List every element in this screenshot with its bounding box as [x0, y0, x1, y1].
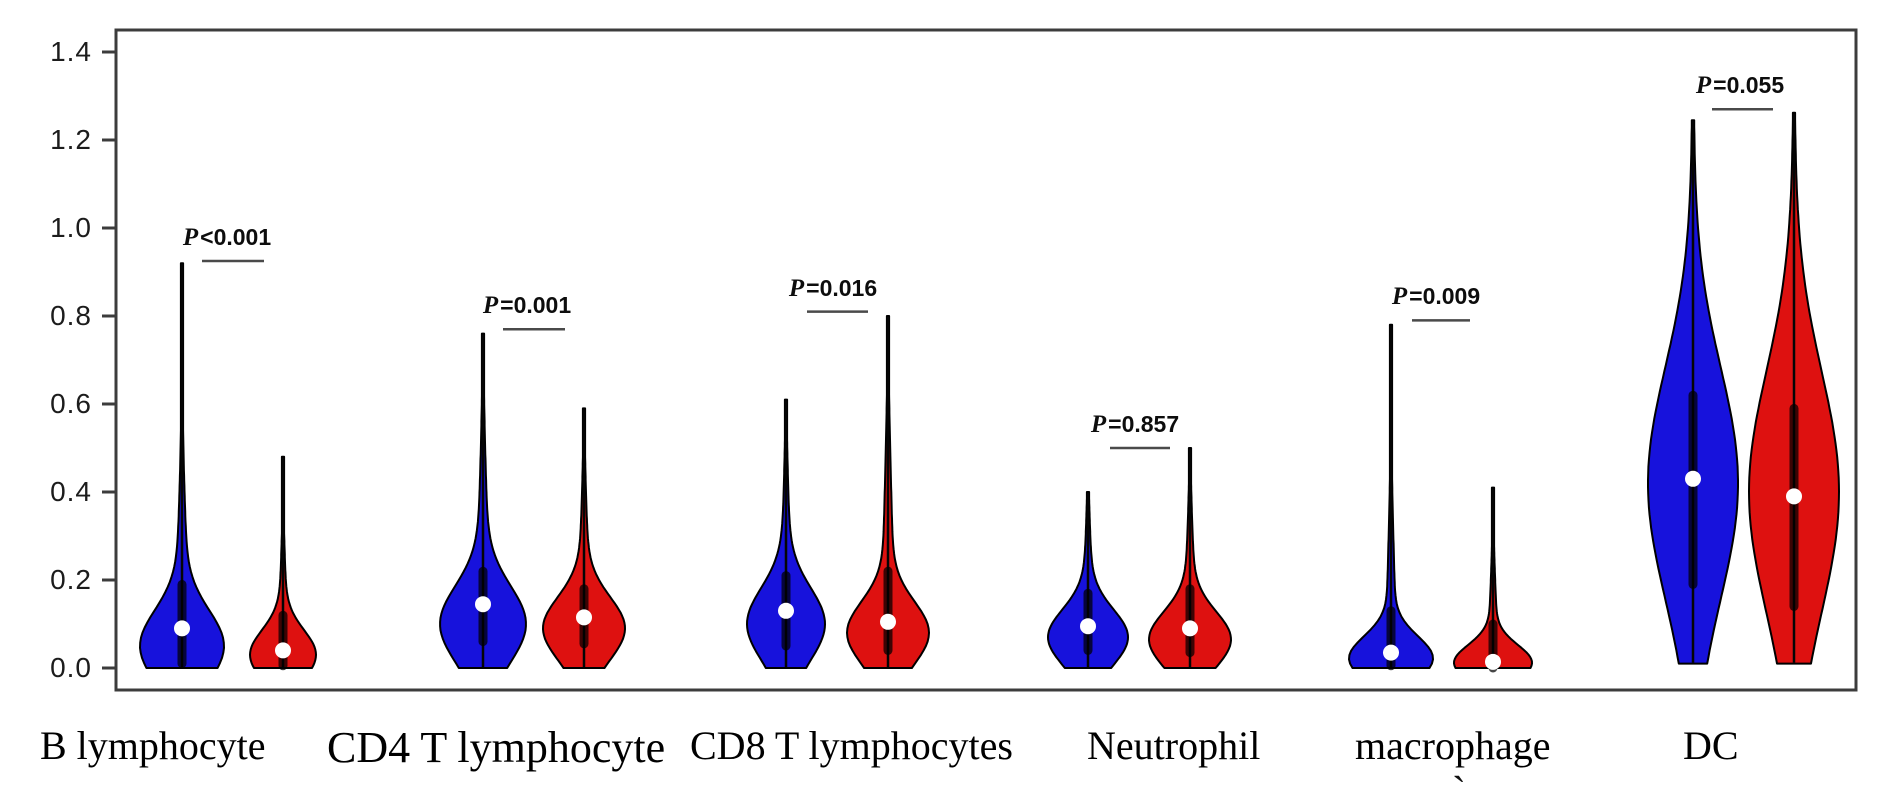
- p-symbol: P: [1695, 72, 1712, 100]
- p-value-label: P=0.857: [1091, 412, 1179, 437]
- p-value-label: P=0.016: [789, 276, 877, 301]
- x-axis-label-1: CD4 T lymphocyte: [327, 723, 666, 772]
- y-tick-label: 0.4: [50, 476, 92, 507]
- p-value-text: =0.001: [500, 292, 572, 319]
- y-tick-label: 1.4: [50, 36, 92, 67]
- p-value-text: =0.857: [1108, 411, 1180, 437]
- median-dot: [576, 609, 592, 626]
- stray-mark: `: [1452, 769, 1466, 796]
- p-value-label: P<0.001: [183, 225, 271, 250]
- y-tick-label: 0.0: [50, 652, 92, 683]
- median-dot: [1685, 470, 1701, 487]
- p-value-text: <0.001: [200, 224, 272, 250]
- plot-border: [114, 28, 1858, 692]
- median-dot: [778, 602, 794, 619]
- median-dot: [275, 642, 291, 659]
- p-value-label: P=0.009: [1392, 284, 1480, 309]
- x-axis-label-4: macrophage: [1355, 723, 1551, 768]
- y-tick-label: 1.2: [50, 124, 92, 155]
- x-axis-label-0: B lymphocyte: [40, 723, 266, 768]
- p-symbol: P: [482, 292, 499, 320]
- x-axis-label-3: Neutrophil: [1087, 723, 1261, 768]
- y-tick-label: 0.2: [50, 564, 92, 595]
- median-dot: [880, 613, 896, 630]
- median-dot: [475, 596, 491, 613]
- y-tick-label: 0.6: [50, 388, 92, 419]
- median-dot: [1485, 653, 1501, 670]
- median-dot: [1786, 488, 1802, 505]
- p-symbol: P: [788, 274, 805, 302]
- median-dot: [1182, 620, 1198, 637]
- p-symbol: P: [1391, 283, 1408, 311]
- p-value-text: =0.016: [806, 274, 878, 301]
- median-dot: [1383, 644, 1399, 661]
- p-value-text: =0.055: [1713, 72, 1785, 99]
- p-value-label: P=0.055: [1696, 73, 1784, 98]
- median-dot: [1080, 618, 1096, 635]
- p-symbol: P: [182, 224, 199, 251]
- p-value-text: =0.009: [1409, 283, 1481, 310]
- y-tick-label: 1.0: [50, 212, 92, 243]
- p-value-label: P=0.001: [483, 293, 571, 318]
- x-axis-label-5: DC: [1683, 723, 1739, 768]
- y-tick-label: 0.8: [50, 300, 92, 331]
- x-axis-label-2: CD8 T lymphocytes: [690, 723, 1013, 768]
- p-symbol: P: [1090, 411, 1107, 438]
- median-dot: [174, 620, 190, 637]
